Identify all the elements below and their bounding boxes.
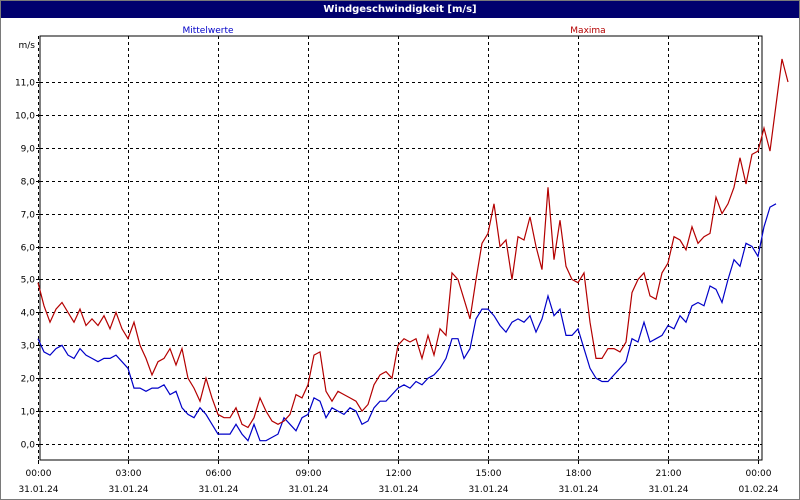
x-tick-label-date: 31.01.24 [468,485,508,495]
y-tick-label: 7,0 [21,211,36,221]
x-tick-label-date: 31.01.24 [198,485,238,495]
y-tick-label: 9,0 [21,145,36,155]
x-tick-label-time: 15:00 [476,469,502,479]
x-tick-label-date: 31.01.24 [288,485,328,495]
series-line-maxima [37,58,789,429]
x-tick-label-time: 18:00 [566,469,592,479]
x-tick-label-time: 00:00 [746,469,772,479]
y-tick-label: 4,0 [21,309,36,319]
y-tick-label: 11,0 [15,79,35,89]
y-tick-label: 0,0 [21,441,36,451]
x-tick-label-time: 00:00 [26,469,52,479]
x-tick-label-date: 31.01.24 [108,485,148,495]
chart-title: Windgeschwindigkeit [m/s] [1,1,799,18]
x-tick-label-date: 31.01.24 [18,485,58,495]
x-tick-label-date: 31.01.24 [648,485,688,495]
y-tick-label: 3,0 [21,342,36,352]
y-tick-label: 1,0 [21,408,36,418]
x-tick-label-time: 09:00 [296,469,322,479]
legend-maxima: Maxima [570,26,605,36]
y-tick-label: 8,0 [21,178,36,188]
x-tick-label-time: 12:00 [386,469,412,479]
y-tick-label: 6,0 [21,244,36,254]
x-tick-label-time: 06:00 [206,469,232,479]
x-tick-label-date: 31.01.24 [558,485,598,495]
y-tick-label: 5,0 [21,276,36,286]
x-tick-label-time: 21:00 [656,469,682,479]
y-tick-label: 10,0 [15,112,35,122]
x-tick-label-date: 01.02.24 [738,485,778,495]
y-axis-label: m/s [19,41,36,51]
x-tick-label-time: 03:00 [116,469,142,479]
series-line-mittelwerte [37,203,777,442]
legend-mittelwerte: Mittelwerte [182,26,233,36]
y-tick-label: 2,0 [21,375,36,385]
x-tick-label-date: 31.01.24 [378,485,418,495]
